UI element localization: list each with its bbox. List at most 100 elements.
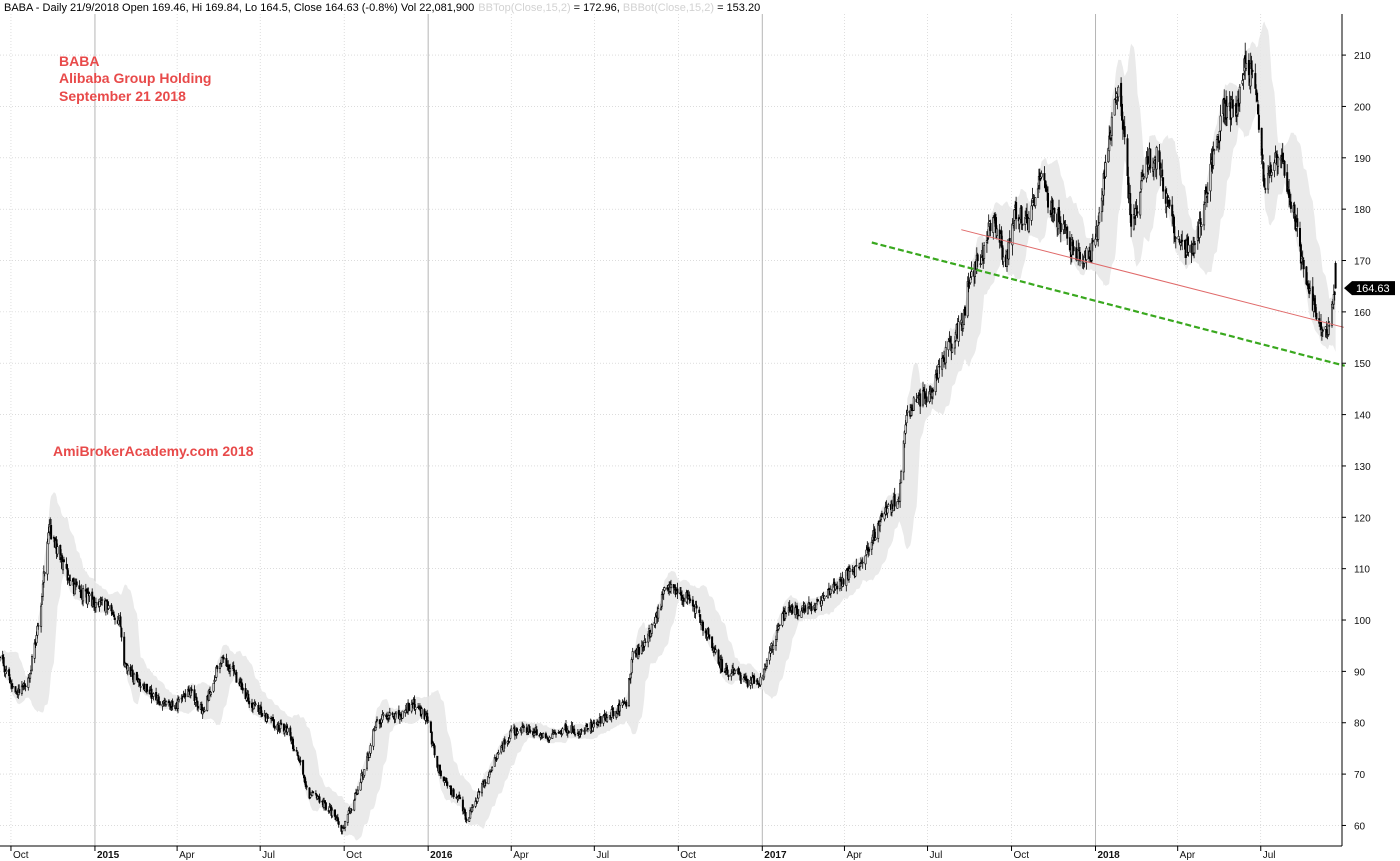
candle-body	[82, 588, 85, 602]
candle-body	[778, 624, 781, 626]
candle-body	[714, 649, 717, 653]
annotation-company: Alibaba Group Holding	[59, 70, 211, 86]
candle-body	[834, 585, 837, 590]
candle-body	[519, 729, 522, 731]
candle-body	[1325, 329, 1328, 334]
candle-body	[497, 752, 500, 755]
candle-body	[312, 791, 315, 794]
candle-body	[528, 726, 531, 732]
header-bbtop-label: BBTop(Close,15,2)	[478, 2, 570, 14]
candle-body	[363, 769, 366, 776]
candle-body	[923, 391, 926, 399]
candle-body	[1187, 244, 1190, 253]
candle-body	[730, 673, 733, 677]
candle-body	[459, 796, 462, 800]
candle-body	[657, 608, 660, 619]
candle-body	[804, 605, 807, 612]
candle-body	[1213, 149, 1216, 152]
candle-body	[491, 767, 494, 771]
candle-body	[1043, 173, 1046, 181]
candle-body	[1173, 216, 1176, 234]
candle-body	[573, 728, 576, 734]
y-tick-label: 170	[1354, 257, 1371, 268]
candle-body	[1216, 134, 1219, 137]
candle-body	[1121, 103, 1124, 121]
candle-body	[471, 805, 474, 808]
candle-body	[273, 725, 276, 729]
candle-body	[0, 656, 1, 659]
candle-body	[257, 704, 260, 712]
candle-body	[382, 713, 385, 716]
candle-body	[809, 604, 812, 606]
candle-body	[902, 440, 905, 473]
candle-body	[769, 650, 772, 654]
candle-body	[1167, 197, 1170, 201]
candle-body	[789, 610, 792, 613]
candle-body	[1130, 214, 1133, 227]
x-tick-label: Jul	[1263, 850, 1276, 861]
candle-body	[494, 757, 497, 760]
candle-body	[1071, 241, 1074, 247]
y-tick-label: 130	[1354, 462, 1371, 473]
candle-body	[599, 716, 602, 724]
candle-body	[353, 800, 356, 811]
candle-body	[465, 818, 468, 822]
candle-body	[1142, 176, 1145, 179]
candle-body	[610, 709, 613, 718]
candle-body	[1002, 256, 1005, 263]
candle-body	[61, 561, 64, 571]
candle-body	[905, 414, 908, 424]
annotation-ticker: BABA	[59, 53, 99, 69]
candle-body	[40, 596, 43, 605]
candle-body	[781, 613, 784, 626]
candle-body	[107, 605, 110, 609]
candle-body	[1254, 73, 1257, 89]
candle-body	[701, 621, 704, 631]
candle-body	[663, 587, 666, 591]
candle-body	[795, 605, 798, 615]
candle-body	[708, 634, 711, 639]
candle-body	[365, 756, 368, 769]
candle-body	[433, 745, 436, 756]
candle-body	[1241, 80, 1244, 84]
candle-body	[104, 600, 107, 613]
candle-body	[1079, 251, 1082, 262]
candle-body	[865, 549, 868, 555]
candle-body	[692, 605, 695, 608]
candle-body	[904, 424, 907, 434]
candle-body	[446, 781, 449, 787]
candle-body	[847, 570, 850, 580]
candle-body	[1152, 162, 1155, 171]
candle-body	[195, 696, 198, 701]
candle-body	[1314, 304, 1317, 313]
x-tick-label: 2016	[430, 850, 453, 861]
candle-body	[612, 710, 615, 717]
resistance-trendline	[961, 229, 1344, 328]
candle-body	[1117, 86, 1120, 98]
candle-body	[631, 651, 634, 660]
x-tick-label: Oct	[1014, 850, 1030, 861]
candle-body	[1277, 157, 1280, 167]
candle-body	[1261, 154, 1264, 160]
y-tick-label: 70	[1354, 770, 1366, 781]
candle-body	[41, 583, 44, 597]
candle-body	[346, 814, 349, 823]
x-axis-ticks: Oct 2015 Apr Jul Oct 2016 Apr Jul Oct 2017 Apr Jul O…	[10, 846, 1276, 861]
candle-body	[1135, 207, 1138, 210]
candle-body	[618, 704, 621, 712]
candle-body	[184, 693, 187, 698]
candle-body	[691, 599, 694, 607]
candle-body	[21, 685, 24, 688]
candle-body	[765, 660, 768, 667]
candle-body	[707, 628, 710, 635]
candle-body	[922, 388, 925, 392]
candle-body	[171, 700, 174, 707]
candle-body	[235, 671, 238, 683]
candle-body	[1136, 211, 1139, 214]
candle-body	[628, 678, 631, 681]
candle-body	[900, 471, 903, 484]
candle-body	[842, 579, 845, 585]
candle-body	[695, 605, 698, 609]
candle-body	[947, 341, 950, 351]
candle-body	[1256, 92, 1259, 102]
